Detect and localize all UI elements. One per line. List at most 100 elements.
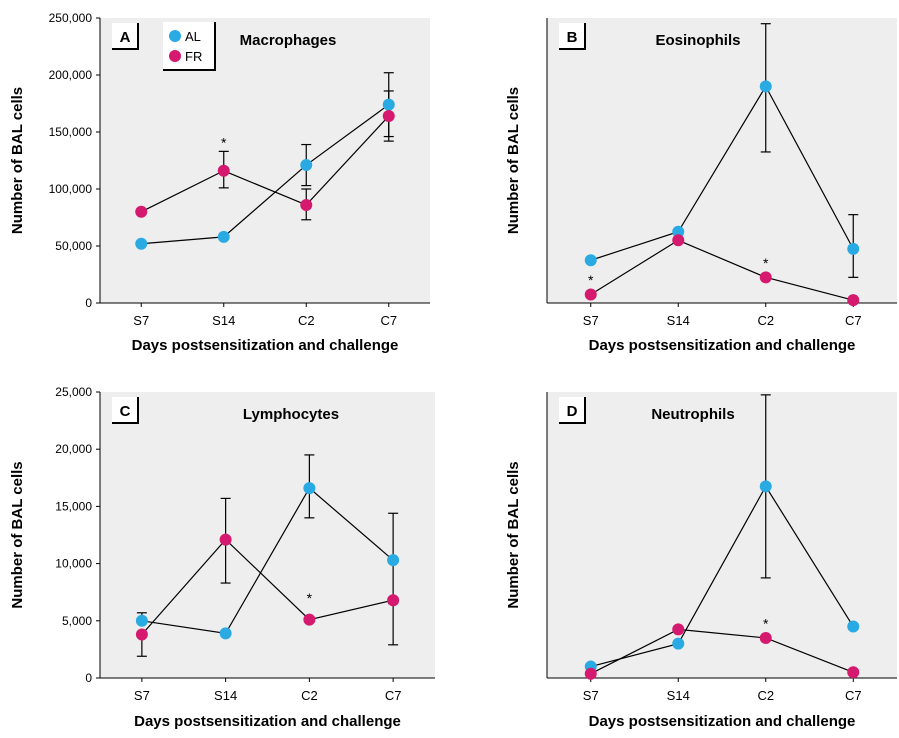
significance-marker: * xyxy=(307,590,313,606)
significance-marker: * xyxy=(221,134,227,150)
y-axis-title: Number of BAL cells xyxy=(9,461,26,608)
data-point-fr xyxy=(584,667,597,680)
y-tick-label: 20,000 xyxy=(55,442,92,456)
y-tick-label: 0 xyxy=(85,671,92,685)
y-tick-label: 10,000 xyxy=(55,557,92,571)
x-tick-label: C2 xyxy=(298,313,315,328)
data-point-fr xyxy=(672,623,685,636)
series-line xyxy=(590,85,854,261)
y-tick-label: 100,000 xyxy=(49,182,93,196)
x-tick-label: S7 xyxy=(134,688,150,703)
data-point-al xyxy=(219,627,232,640)
panel-letter: B xyxy=(567,29,578,46)
x-axis-title: Days postsensitization and challenge xyxy=(589,337,856,354)
x-tick-label: C7 xyxy=(385,688,402,703)
panel-letter-box xyxy=(559,23,585,49)
panel-letter-shadow xyxy=(112,23,139,50)
legend xyxy=(163,22,215,70)
panel-d: S7 S14 C2 C7 Days postsensitization and chal… xyxy=(505,392,897,730)
x-tick-label: C7 xyxy=(845,688,862,703)
x-tick-label: C7 xyxy=(380,313,397,328)
data-point-al xyxy=(672,225,685,238)
plot-area xyxy=(100,18,430,303)
data-point-fr xyxy=(584,288,597,301)
data-point-fr xyxy=(303,613,316,626)
y-tick-label: 5,000 xyxy=(62,614,92,628)
panel-letter-shadow xyxy=(559,23,586,50)
series-line xyxy=(141,487,394,635)
panel-c: 0 5,000 10,000 15,000 20,000 25,000 S7 S14 C2 C7 D… xyxy=(9,385,435,730)
x-tick-label: C2 xyxy=(301,688,318,703)
y-axis-title: Number of BAL cells xyxy=(505,87,522,234)
data-point-fr xyxy=(759,631,772,644)
x-tick-label: S7 xyxy=(583,688,599,703)
x-tick-label: C7 xyxy=(845,313,862,328)
significance-marker: * xyxy=(763,255,769,271)
series-al xyxy=(590,394,854,668)
y-tick-label: 25,000 xyxy=(55,385,92,399)
data-point-fr xyxy=(387,594,400,607)
x-tick-label: S14 xyxy=(667,688,690,703)
panel-title: Eosinophils xyxy=(655,32,740,49)
plot-area xyxy=(547,392,897,678)
panel-letter-shadow xyxy=(559,397,586,424)
legend-marker xyxy=(169,50,181,62)
y-tick-label: 15,000 xyxy=(55,499,92,513)
panel-title: Lymphocytes xyxy=(243,406,339,423)
plot-area xyxy=(547,18,897,303)
data-point-al xyxy=(387,554,400,567)
data-point-al xyxy=(217,230,230,243)
data-point-al xyxy=(847,620,860,633)
y-tick-label: 200,000 xyxy=(49,68,93,82)
data-point-fr xyxy=(847,666,860,679)
x-axis-title: Days postsensitization and challenge xyxy=(134,713,401,730)
y-tick-label: 50,000 xyxy=(55,239,92,253)
panel-letter-box xyxy=(112,23,138,49)
legend-marker xyxy=(169,30,181,42)
series-fr xyxy=(590,628,854,675)
data-point-al xyxy=(135,237,148,250)
data-point-al xyxy=(584,254,597,267)
panel-letter: D xyxy=(567,403,578,420)
series-line xyxy=(590,485,854,668)
x-axis-title: Days postsensitization and challenge xyxy=(589,713,856,730)
x-tick-label: S14 xyxy=(214,688,237,703)
y-axis-title: Number of BAL cells xyxy=(505,461,522,608)
data-point-fr xyxy=(135,628,148,641)
panel-b: S7 S14 C2 C7 Days postsensitization and chal… xyxy=(505,18,897,354)
x-tick-label: S14 xyxy=(212,313,235,328)
data-point-al xyxy=(672,637,685,650)
data-point-al xyxy=(300,159,313,172)
panel-letter-shadow xyxy=(112,397,139,424)
series-al xyxy=(590,23,859,278)
series-fr xyxy=(590,239,854,301)
panel-title: Macrophages xyxy=(240,32,337,49)
x-tick-label: C2 xyxy=(757,313,774,328)
legend-label: FR xyxy=(185,49,202,64)
y-tick-label: 150,000 xyxy=(49,125,93,139)
x-tick-label: S7 xyxy=(133,313,149,328)
series-line xyxy=(590,628,854,675)
series-line xyxy=(141,538,394,635)
y-tick-label: 0 xyxy=(85,296,92,310)
x-tick-label: S7 xyxy=(583,313,599,328)
significance-marker: * xyxy=(588,272,594,288)
panel-letter-box xyxy=(112,397,138,423)
data-point-fr xyxy=(219,533,232,546)
series-line xyxy=(590,239,854,301)
data-point-fr xyxy=(382,110,395,123)
panel-title: Neutrophils xyxy=(651,406,734,423)
y-tick-label: 250,000 xyxy=(49,11,93,25)
x-tick-label: C2 xyxy=(757,688,774,703)
legend-shadow xyxy=(163,22,216,71)
data-point-fr xyxy=(759,271,772,284)
series-line xyxy=(141,104,390,245)
data-point-fr xyxy=(217,164,230,177)
data-point-al xyxy=(759,480,772,493)
significance-marker: * xyxy=(763,616,769,632)
panel-letter-box xyxy=(559,397,585,423)
data-point-al xyxy=(135,614,148,627)
plot-area xyxy=(100,392,435,678)
x-tick-label: S14 xyxy=(667,313,690,328)
